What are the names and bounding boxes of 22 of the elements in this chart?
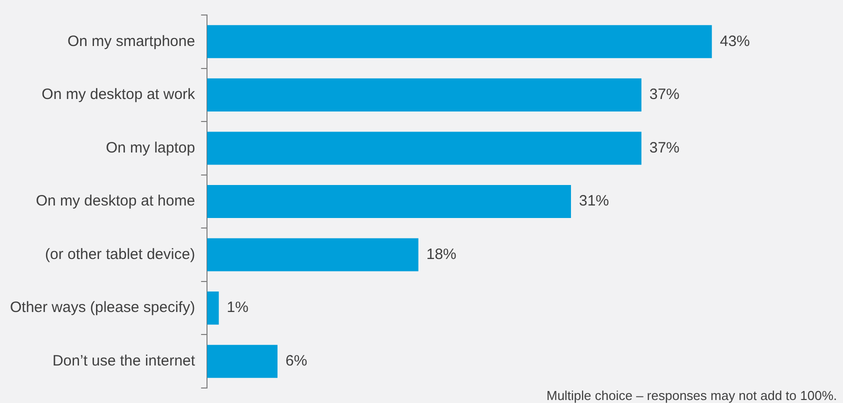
bar xyxy=(207,292,219,325)
y-tick-label: On my laptop xyxy=(106,139,196,156)
data-label: 43% xyxy=(720,32,750,50)
y-tick-label: On my desktop at home xyxy=(36,192,196,210)
data-label: 37% xyxy=(649,139,680,156)
y-tick-label: Don’t use the internet xyxy=(52,352,196,370)
bar xyxy=(207,25,712,58)
bar xyxy=(207,344,278,378)
data-label: 37% xyxy=(649,86,680,104)
annotation: Multiple choice – responses may not add to 100%. xyxy=(546,388,837,403)
data-label: 18% xyxy=(426,246,456,263)
bar xyxy=(207,132,642,165)
bar xyxy=(207,78,642,112)
data-label: 6% xyxy=(286,352,308,370)
y-tick-label: Other ways (please specify) xyxy=(10,299,196,316)
y-tick-label: On my desktop at work xyxy=(42,86,196,104)
data-label: 31% xyxy=(578,192,610,210)
bar xyxy=(207,238,418,272)
data-label: 1% xyxy=(226,299,248,316)
y-tick-label: (or other tablet device) xyxy=(44,246,196,263)
bar xyxy=(207,184,571,218)
y-tick-label: On my smartphone xyxy=(68,32,196,50)
